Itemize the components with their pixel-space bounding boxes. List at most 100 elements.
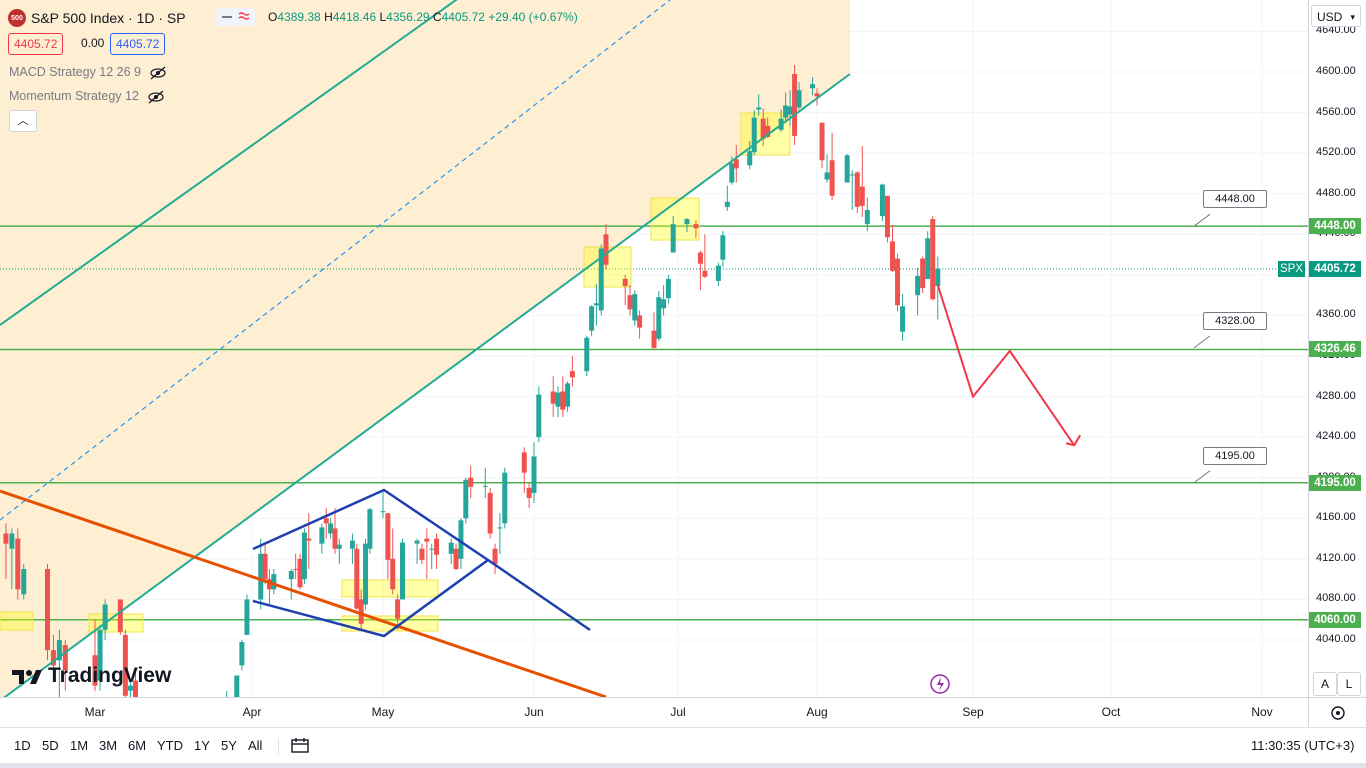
- candle-body: [889, 241, 895, 271]
- gear-icon[interactable]: [1309, 698, 1366, 727]
- time-tick-label: May: [371, 705, 395, 719]
- timeframe-button-5d[interactable]: 5D: [42, 738, 59, 753]
- price-chart[interactable]: [0, 0, 1308, 697]
- candle-body: [258, 553, 264, 600]
- candle-body: [306, 538, 312, 541]
- candle-body: [414, 540, 420, 544]
- price-tick-label: 4360.00: [1316, 308, 1356, 321]
- drawings-foreground: [0, 0, 1211, 697]
- level-callout[interactable]: 4328.00: [1203, 311, 1267, 330]
- time-tick-label: Jun: [524, 705, 544, 719]
- sell-price-box[interactable]: 4405.72: [8, 33, 64, 55]
- collapse-legend-button[interactable]: ︿: [9, 110, 37, 132]
- timeframe-button-6m[interactable]: 6M: [128, 738, 147, 753]
- candle-body: [266, 579, 272, 590]
- chevron-up-icon: ︿: [17, 115, 29, 127]
- candle-body: [854, 172, 860, 207]
- candle-body: [693, 224, 699, 229]
- ticker-badge: SPX: [1278, 261, 1305, 278]
- candle-body: [829, 160, 835, 196]
- eye-hidden-icon[interactable]: [149, 66, 167, 80]
- candle-body: [751, 117, 757, 153]
- time-axis[interactable]: Mar Apr May Jun Jul Aug Sep Oct Nov: [0, 697, 1308, 727]
- waves-icon: [238, 12, 250, 20]
- candle-body: [584, 337, 590, 372]
- chart-settings-cell[interactable]: [1308, 697, 1366, 727]
- candle-body: [127, 685, 133, 691]
- candle-body: [56, 640, 62, 661]
- candle-body: [895, 258, 901, 306]
- calendar-range-icon[interactable]: [290, 736, 310, 754]
- symbol-title[interactable]: S&P 500 Index · 1D · SP: [31, 10, 186, 26]
- candle-body: [380, 511, 386, 513]
- candle-body: [62, 645, 68, 671]
- currency-select[interactable]: USD ▾: [1311, 5, 1361, 27]
- candle-body: [448, 542, 454, 554]
- candle-body: [122, 634, 128, 696]
- candle-body: [133, 680, 139, 697]
- candle-body: [670, 224, 676, 253]
- candle-body: [925, 238, 931, 279]
- candle-body: [319, 527, 325, 544]
- candle-body: [819, 122, 825, 161]
- candle-body: [482, 485, 488, 487]
- candle-body: [244, 599, 250, 635]
- candle-body: [569, 371, 575, 378]
- auto-scale-button[interactable]: A: [1313, 672, 1337, 696]
- candle-body: [262, 553, 268, 580]
- sp500-logo-icon: 500: [8, 9, 26, 27]
- candle-body: [92, 655, 98, 686]
- candle-body: [884, 195, 890, 238]
- candle-body: [593, 303, 599, 306]
- symbol-legend[interactable]: 500 S&P 500 Index · 1D · SP: [8, 8, 186, 28]
- tradingview-logo-icon: [12, 670, 42, 684]
- candle-body: [796, 90, 802, 108]
- candlestick-series: [3, 64, 941, 697]
- candle-body: [395, 599, 401, 619]
- candle-body: [656, 297, 662, 339]
- candle-body: [733, 159, 739, 169]
- timeframe-button-1y[interactable]: 1Y: [194, 738, 210, 753]
- candle-body: [9, 533, 15, 549]
- price-level-badge: 4326.46: [1309, 341, 1361, 358]
- minus-icon[interactable]: [215, 8, 255, 26]
- timeframe-button-3m[interactable]: 3M: [99, 738, 118, 753]
- level-callout[interactable]: 4195.00: [1203, 446, 1267, 465]
- timeframe-button-1m[interactable]: 1M: [70, 738, 89, 753]
- timeframe-button-5y[interactable]: 5Y: [221, 738, 237, 753]
- candle-body: [354, 548, 360, 609]
- candle-body: [697, 252, 703, 264]
- channel-upper-line: [0, 0, 458, 326]
- price-tick-label: 4480.00: [1316, 186, 1356, 199]
- lightning-glyph: [937, 677, 944, 691]
- log-scale-button[interactable]: L: [1337, 672, 1361, 696]
- candle-body: [336, 544, 342, 549]
- candle-body: [756, 107, 762, 110]
- price-level-badge: 4195.00: [1309, 474, 1361, 491]
- timeframe-button-ytd[interactable]: YTD: [157, 738, 183, 753]
- candle-body: [453, 548, 459, 569]
- price-tick-label: 4080.00: [1316, 592, 1356, 605]
- candle-body: [458, 520, 464, 559]
- spread-value: 0.00: [81, 36, 105, 50]
- candle-body: [651, 330, 657, 348]
- diamond-extension: [487, 558, 591, 632]
- candle-body: [665, 278, 671, 299]
- indicator-macd[interactable]: MACD Strategy 12 26 9: [9, 65, 167, 80]
- channel-midline: [0, 0, 671, 521]
- legend-toggle-buttons[interactable]: [215, 8, 255, 26]
- clock[interactable]: 11:30:35 (UTC+3): [1251, 738, 1355, 753]
- candle-body: [637, 315, 643, 328]
- time-tick-label: Sep: [962, 705, 984, 719]
- timeframe-button-all[interactable]: All: [248, 738, 263, 753]
- candle-body: [900, 306, 906, 332]
- close-value: 4405.72: [441, 10, 485, 24]
- eye-hidden-icon[interactable]: [147, 90, 165, 104]
- candle-body: [565, 383, 571, 407]
- buy-price-box[interactable]: 4405.72: [110, 33, 166, 55]
- candle-body: [293, 569, 299, 571]
- timeframe-button-1d[interactable]: 1D: [14, 738, 31, 753]
- level-callout[interactable]: 4448.00: [1203, 190, 1267, 209]
- candle-body: [765, 125, 771, 137]
- indicator-momentum[interactable]: Momentum Strategy 12: [9, 89, 165, 104]
